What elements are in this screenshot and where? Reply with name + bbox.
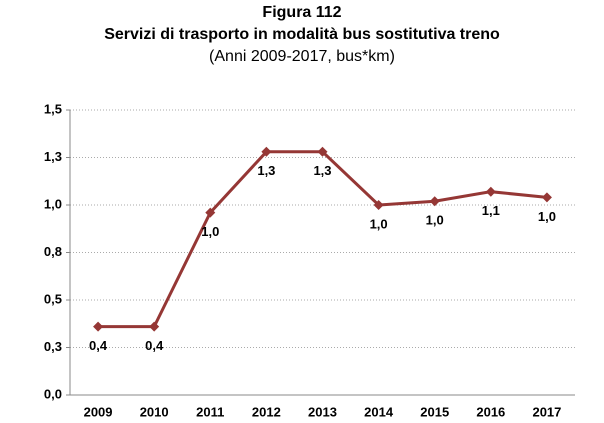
x-tick-label: 2014 [364,404,394,419]
chart-title: Figura 112 [262,4,341,21]
chart-subtitle: Servizi di trasporto in modalità bus sos… [104,26,500,43]
y-tick-label: 0,0 [44,386,62,401]
marker [261,146,272,157]
data-label: 1,0 [426,213,444,228]
x-tick-label: 2010 [140,404,169,419]
y-tick-label: 0,5 [44,291,62,306]
x-tick-label: 2009 [84,404,113,419]
x-tick-label: 2013 [308,404,337,419]
marker [541,192,552,203]
x-tick-label: 2011 [196,404,224,419]
y-tick-label: 1,5 [44,101,62,116]
marker [485,186,496,197]
data-label: 0,4 [89,338,108,353]
x-tick-label: 2015 [420,404,449,419]
marker [373,200,384,210]
data-label: 1,3 [257,163,275,178]
x-tick-label: 2012 [252,404,281,419]
data-label: 1,3 [313,163,331,178]
marker [93,321,104,332]
marker [149,321,160,332]
y-tick-label: 1,0 [44,196,62,211]
data-label: 1,0 [370,216,388,231]
data-label: 1,0 [538,209,556,224]
data-label: 1,0 [201,224,219,239]
chart-note: (Anni 2009-2017, bus*km) [209,48,395,65]
marker [429,196,440,207]
data-label: 1,1 [482,203,500,218]
y-tick-label: 0,8 [44,244,62,259]
y-tick-label: 0,3 [44,339,62,354]
data-label: 0,4 [145,338,164,353]
x-tick-label: 2016 [476,404,505,419]
x-tick-label: 2017 [532,404,561,419]
marker [317,146,328,157]
y-tick-label: 1,3 [44,149,62,164]
marker [205,207,216,218]
